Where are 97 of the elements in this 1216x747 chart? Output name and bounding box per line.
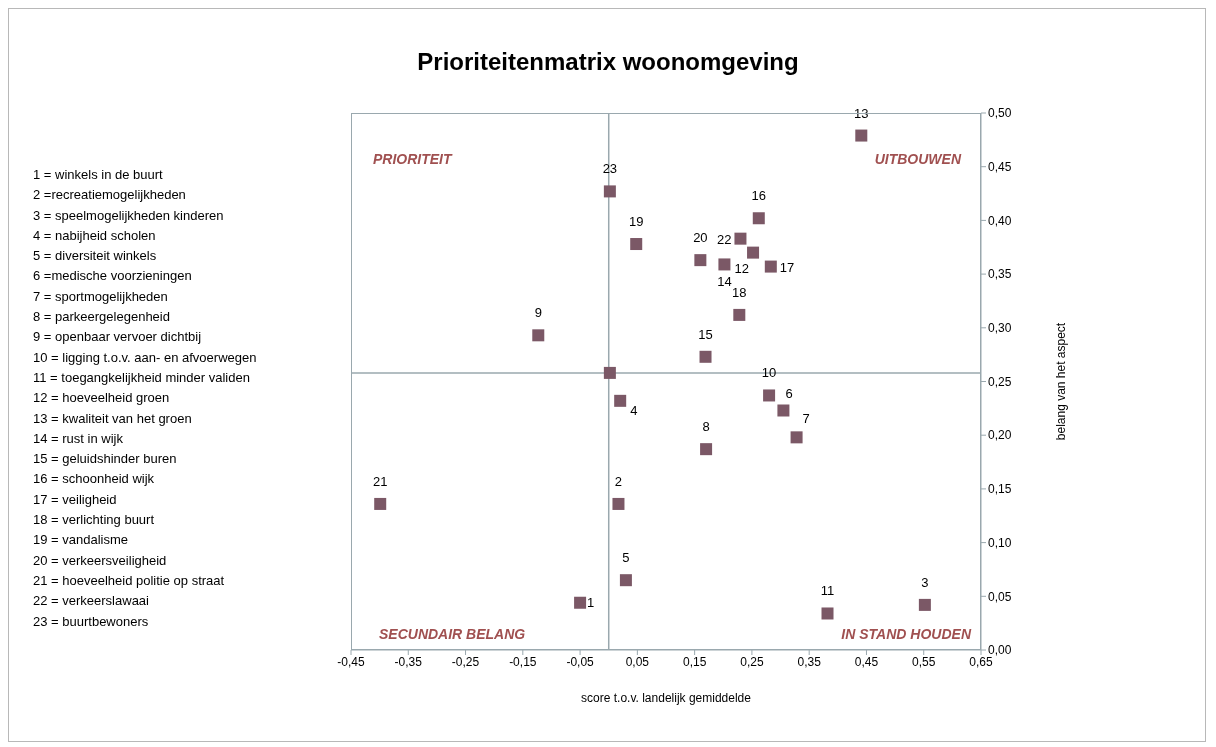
text: 12 = hoeveelheid groen xyxy=(33,389,171,408)
text: 1 = winkels in de buurt xyxy=(33,166,164,184)
x-tick-label: 0,35 xyxy=(797,654,822,669)
y-tick-label: 0,15 xyxy=(988,482,1012,497)
annotation: UITBOUWEN xyxy=(873,151,961,167)
series-label: 20 xyxy=(693,230,708,246)
y-tick-label: 0,20 xyxy=(988,428,1012,443)
series-label: 12 xyxy=(734,260,750,276)
x-tick-label: 0,55 xyxy=(912,654,936,669)
y-tick-label: 0,05 xyxy=(988,589,1012,604)
series-label: 17 xyxy=(779,259,795,275)
series-label: 21 xyxy=(372,473,388,489)
series-label: 9 xyxy=(534,305,542,321)
y-tick-label: 0,40 xyxy=(988,213,1012,228)
series-label: 11 xyxy=(820,583,835,599)
x-tick-label: -0,45 xyxy=(337,654,365,669)
y-tick-label: 0,35 xyxy=(988,267,1012,282)
point xyxy=(699,350,712,363)
point xyxy=(855,129,868,142)
point xyxy=(694,254,707,267)
text: 7 = sportmogelijkheden xyxy=(33,287,169,306)
text: 23 = buurtbewoners xyxy=(33,612,150,631)
text: 5 = diversiteit winkels xyxy=(33,247,158,266)
point xyxy=(614,394,627,407)
point xyxy=(603,185,616,198)
annotation: IN STAND HOUDEN xyxy=(840,626,971,642)
x-tick-label: -0,15 xyxy=(509,654,537,669)
x-tick-label: -0,35 xyxy=(394,654,423,669)
text: 3 = speelmogelijkheden kinderen xyxy=(33,206,225,225)
point xyxy=(790,431,803,444)
chart-title: Prioriteitenmatrix woonomgeving xyxy=(417,48,799,75)
series-label: 14 xyxy=(717,274,732,290)
point xyxy=(918,598,931,611)
series-label: 7 xyxy=(802,411,810,427)
text: 10 = ligging t.o.v. aan- en afvoerwegen xyxy=(33,348,257,367)
series-label: 22 xyxy=(716,231,732,247)
annotation: PRIORITEIT xyxy=(373,151,452,167)
point xyxy=(630,238,643,251)
point xyxy=(821,607,834,620)
series-label: 2 xyxy=(614,473,623,489)
text: 17 = veiligheid xyxy=(33,490,118,509)
text: 21 = hoeveelheid politie op straat xyxy=(33,571,226,590)
point xyxy=(700,443,713,456)
point xyxy=(532,329,545,342)
x-tick-label: 0,15 xyxy=(682,654,707,669)
point xyxy=(619,574,632,587)
point xyxy=(718,258,731,271)
series-label: 5 xyxy=(622,550,630,566)
text: 15 = geluidshinder buren xyxy=(33,450,178,469)
text: 22 = verkeerslawaai xyxy=(33,592,150,611)
point xyxy=(747,246,760,259)
y-tick-label: 0,50 xyxy=(988,106,1012,121)
point xyxy=(734,232,747,245)
text: 6 =medische voorzieningen xyxy=(33,267,193,286)
x-tick-label: -0,25 xyxy=(451,654,480,669)
text: 13 = kwaliteit van het groen xyxy=(33,409,193,428)
series-label: 1 xyxy=(587,594,595,610)
point xyxy=(763,389,776,402)
text: 19 = vandalisme xyxy=(33,531,130,550)
series-label: 16 xyxy=(751,188,767,204)
y-axis-title: belang van het aspect xyxy=(1054,322,1069,441)
point xyxy=(374,497,387,510)
point xyxy=(752,212,765,225)
text: 8 = parkeergelegenheid xyxy=(33,308,171,327)
y-tick-label: 0,25 xyxy=(988,374,1012,389)
y-tick-label: 0,10 xyxy=(988,535,1012,550)
point xyxy=(733,308,746,321)
series-label: 23 xyxy=(602,161,618,177)
text: 20 = verkeersveiligheid xyxy=(33,551,168,570)
series-label: 8 xyxy=(702,419,710,435)
point xyxy=(764,260,777,273)
text: 4 = nabijheid scholen xyxy=(33,226,157,245)
y-tick-label: 0,30 xyxy=(988,321,1012,336)
x-tick-label: 0,05 xyxy=(625,654,650,669)
series-label: 3 xyxy=(921,574,929,590)
text: 18 = verlichting buurt xyxy=(33,511,156,530)
text: 16 = schoonheid wijk xyxy=(33,470,156,489)
text: 9 = openbaar vervoer dichtbij xyxy=(33,328,203,347)
series-label: 10 xyxy=(761,365,777,381)
series-label: 6 xyxy=(785,386,793,402)
series-label: 4 xyxy=(630,402,638,418)
point xyxy=(574,596,587,609)
x-tick-label: -0,05 xyxy=(566,654,595,669)
point xyxy=(603,366,616,379)
x-axis-title: score t.o.v. landelijk gemiddelde xyxy=(581,691,752,705)
annotation: SECUNDAIR BELANG xyxy=(379,626,526,642)
y-tick-label: 0,45 xyxy=(988,159,1012,174)
x-tick-label: 0,25 xyxy=(740,654,764,669)
text: 14 = rust in wijk xyxy=(33,429,124,448)
x-tick-label: 0,45 xyxy=(854,654,879,669)
text: 2 =recreatiemogelijkheden xyxy=(33,186,187,205)
point xyxy=(777,404,790,417)
series-label: 15 xyxy=(698,326,713,342)
series-label: 18 xyxy=(732,284,747,300)
point xyxy=(612,497,625,510)
series-label: 19 xyxy=(628,214,644,230)
text: 11 = toegangkelijkheid minder validen xyxy=(33,368,251,387)
